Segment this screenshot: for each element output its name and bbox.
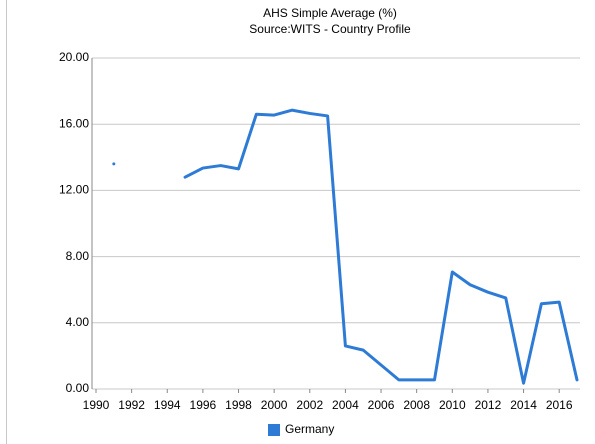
legend-swatch <box>268 424 280 436</box>
chart-subtitle: Source:WITS - Country Profile <box>249 22 411 36</box>
y-tick-label: 20.00 <box>59 50 89 64</box>
chart-title: AHS Simple Average (%) <box>263 6 397 20</box>
legend-label: Germany <box>285 422 334 436</box>
x-tick-label: 2002 <box>296 398 323 412</box>
x-tick-label: 2006 <box>368 398 395 412</box>
y-tick-label: 8.00 <box>66 249 90 263</box>
y-tick-label: 0.00 <box>66 381 90 395</box>
x-tick-label: 2012 <box>475 398 502 412</box>
x-tick-label: 2014 <box>510 398 537 412</box>
x-tick-label: 1994 <box>154 398 181 412</box>
x-tick-label: 2008 <box>403 398 430 412</box>
x-tick-label: 2016 <box>546 398 573 412</box>
x-tick-label: 1996 <box>190 398 217 412</box>
y-tick-label: 12.00 <box>59 183 89 197</box>
x-tick-label: 2000 <box>261 398 288 412</box>
data-line <box>112 108 579 385</box>
x-tick-label: 2004 <box>332 398 359 412</box>
y-tick-label: 4.00 <box>66 315 90 329</box>
x-tick-label: 1998 <box>225 398 252 412</box>
y-tick-label: 16.00 <box>59 116 89 130</box>
x-tick-label: 2010 <box>439 398 466 412</box>
x-tick-label: 1992 <box>118 398 145 412</box>
x-tick-label: 1990 <box>83 398 110 412</box>
